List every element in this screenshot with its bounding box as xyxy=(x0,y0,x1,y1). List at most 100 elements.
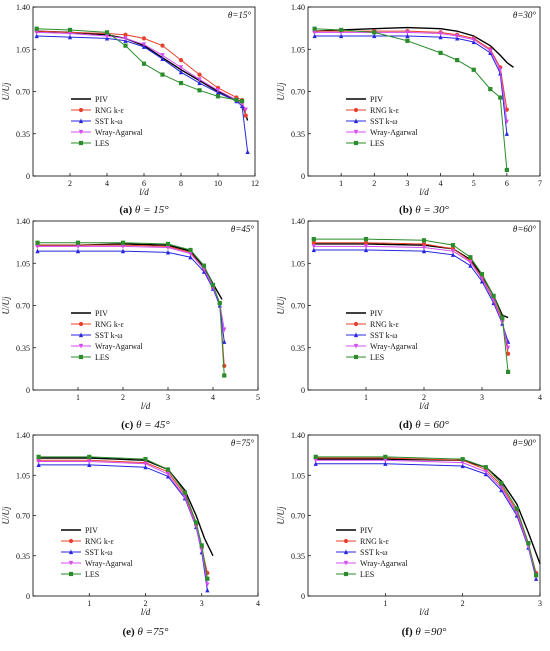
chart-1-xtick-label-6: 7 xyxy=(538,179,542,188)
chart-3-caption: (d) θ = 60° xyxy=(399,419,450,431)
chart-1-ytick-label-0: 0 xyxy=(301,172,305,181)
chart-0-legend-marker-4 xyxy=(78,140,84,146)
chart-3-series-piv xyxy=(313,243,509,319)
chart-3-line-wray-agarwal xyxy=(313,245,509,348)
chart-1-series-les xyxy=(312,26,509,173)
chart-4-line-piv xyxy=(38,457,214,557)
chart-2-xtick-label-0: 1 xyxy=(76,393,80,402)
chart-0-point-wray-agarwal-2 xyxy=(104,33,110,39)
chart-4-ytick-label-0: 0 xyxy=(26,592,30,601)
chart-0-point-wray-agarwal-8 xyxy=(215,88,221,93)
chart-3-legend-label-4: LES xyxy=(370,353,384,362)
chart-1-point-wray-agarwal-7 xyxy=(488,48,493,53)
chart-1-point-wray-agarwal-9 xyxy=(504,119,509,125)
chart-3-line-piv xyxy=(313,243,509,319)
chart-2-point-les-2 xyxy=(120,240,126,245)
chart-3-point-les-4 xyxy=(468,255,473,260)
chart-5-caption: (f) θ =90° xyxy=(402,626,447,638)
chart-1-legend-label-0: PIV xyxy=(370,95,383,104)
chart-5-line-sst-k xyxy=(315,463,537,579)
chart-2-legend-label-4: LES xyxy=(95,353,109,362)
chart-1-line-wray-agarwal xyxy=(314,31,508,122)
chart-0-ytick-label-0: 0 xyxy=(26,172,30,181)
chart-5-xtick-label-0: 1 xyxy=(383,599,387,608)
chart-1-legend-marker-1 xyxy=(353,107,359,113)
chart-5-point-sst-k-1 xyxy=(383,461,388,466)
chart-0-point-les-3 xyxy=(123,43,128,48)
chart-2-point-wray-agarwal-8 xyxy=(222,327,227,333)
chart-3-point-sst-k-0 xyxy=(311,247,316,253)
chart-5-legend-marker-1 xyxy=(343,538,349,544)
chart-5-ytick-label-3: 1.05 xyxy=(291,471,305,480)
chart-2-point-wray-agarwal-0 xyxy=(35,244,40,249)
chart-4-point-les-6 xyxy=(199,543,204,548)
chart-2-point-sst-k-2 xyxy=(120,248,126,254)
chart-0-point-sst-k-7 xyxy=(197,80,202,86)
chart-1-point-les-5 xyxy=(455,58,460,63)
chart-3-point-sst-k-4 xyxy=(468,263,473,268)
chart-1-xtick-label-2: 3 xyxy=(405,179,409,188)
chart-0-xtick-label-4: 10 xyxy=(214,179,222,188)
chart-1-legend: PIV RNG k-ε SST k-ω Wray-Agarwal LES xyxy=(346,95,418,148)
chart-3-point-wray-agarwal-3 xyxy=(450,249,456,254)
chart-2-point-les-0 xyxy=(35,240,40,245)
chart-2-point-les-7 xyxy=(217,300,222,306)
chart-2-panel: 0 0.35 0.70 1.05 1.40 1 2 3 4 5 l/d U/Uj θ=45° PIV RNG… xyxy=(1,217,260,431)
chart-1-point-sst-k-2 xyxy=(372,33,377,39)
chart-0-series-piv xyxy=(36,30,249,121)
chart-3-legend: PIV RNG k-ε SST k-ω Wray-Agarwal LES xyxy=(346,309,418,362)
chart-1-ylabel: U/Uj xyxy=(276,82,286,100)
chart-0-line-wray-agarwal xyxy=(36,31,247,110)
chart-1-legend-marker-3 xyxy=(353,129,359,135)
chart-1-point-les-1 xyxy=(339,27,344,33)
chart-5-line-les xyxy=(315,456,537,576)
chart-5-series-rng-k xyxy=(313,455,539,576)
chart-3-point-les-2 xyxy=(421,238,427,243)
chart-5-ytick-label-4: 1.40 xyxy=(291,431,305,440)
chart-5-series-wray-agarwal xyxy=(313,458,539,579)
chart-5-point-les-3 xyxy=(483,465,488,470)
chart-2-point-sst-k-0 xyxy=(35,248,40,254)
chart-0-point-rng-k-5 xyxy=(160,43,165,48)
chart-0-point-wray-agarwal-11 xyxy=(243,107,248,113)
chart-4-series-rng-k xyxy=(36,458,210,576)
chart-3-ytick-label-4: 1.40 xyxy=(291,217,305,226)
chart-1-point-sst-k-0 xyxy=(312,33,317,39)
chart-5-point-les-1 xyxy=(383,454,388,459)
chart-2-ytick-label-3: 1.05 xyxy=(16,259,30,268)
chart-3-series-sst-k xyxy=(311,247,511,344)
chart-1-ytick-label-1: 0.35 xyxy=(291,130,305,139)
chart-2-xtick-label-2: 3 xyxy=(166,393,170,402)
chart-0-point-rng-k-7 xyxy=(197,72,202,77)
chart-2-xtick-label-1: 2 xyxy=(121,393,125,402)
chart-4-legend-label-2: SST k-ω xyxy=(85,548,113,557)
chart-4-legend-label-0: PIV xyxy=(85,526,98,535)
chart-2-line-sst-k xyxy=(37,250,225,342)
chart-1-point-wray-agarwal-0 xyxy=(312,30,317,35)
chart-1-xtick-label-5: 6 xyxy=(505,179,509,188)
chart-3-xtick-label-2: 3 xyxy=(480,393,484,402)
chart-3-xtick-label-3: 4 xyxy=(538,393,542,402)
chart-2-point-wray-agarwal-3 xyxy=(165,245,171,251)
chart-0-legend-label-1: RNG k-ε xyxy=(95,106,125,115)
chart-4-ylabel: U/Uj xyxy=(1,506,11,524)
chart-2-legend-marker-2 xyxy=(78,332,84,338)
chart-2-point-sst-k-3 xyxy=(165,249,171,255)
chart-4-panel: 0 0.35 0.70 1.05 1.40 1 2 3 4 l/d U/Uj θ=75° PIV RNG … xyxy=(1,431,260,638)
chart-2-xtick-label-3: 4 xyxy=(211,393,215,402)
chart-1-point-sst-k-4 xyxy=(438,34,443,40)
chart-2-ytick-label-2: 0.70 xyxy=(16,302,30,311)
chart-5-series-les xyxy=(313,454,539,578)
chart-2-point-sst-k-4 xyxy=(188,254,193,260)
chart-3-ytick-label-0: 0 xyxy=(301,386,305,395)
chart-0-point-wray-agarwal-1 xyxy=(67,31,73,37)
chart-0-point-les-2 xyxy=(104,30,110,35)
chart-5-legend-marker-4 xyxy=(343,571,349,577)
chart-1-point-wray-agarwal-3 xyxy=(405,30,410,35)
chart-4-point-les-1 xyxy=(87,454,92,459)
chart-1-ytick-label-3: 1.05 xyxy=(291,45,305,54)
chart-5-point-wray-agarwal-1 xyxy=(383,458,388,463)
chart-4-point-wray-agarwal-3 xyxy=(165,472,171,477)
chart-2-legend-label-1: RNG k-ε xyxy=(95,320,125,329)
